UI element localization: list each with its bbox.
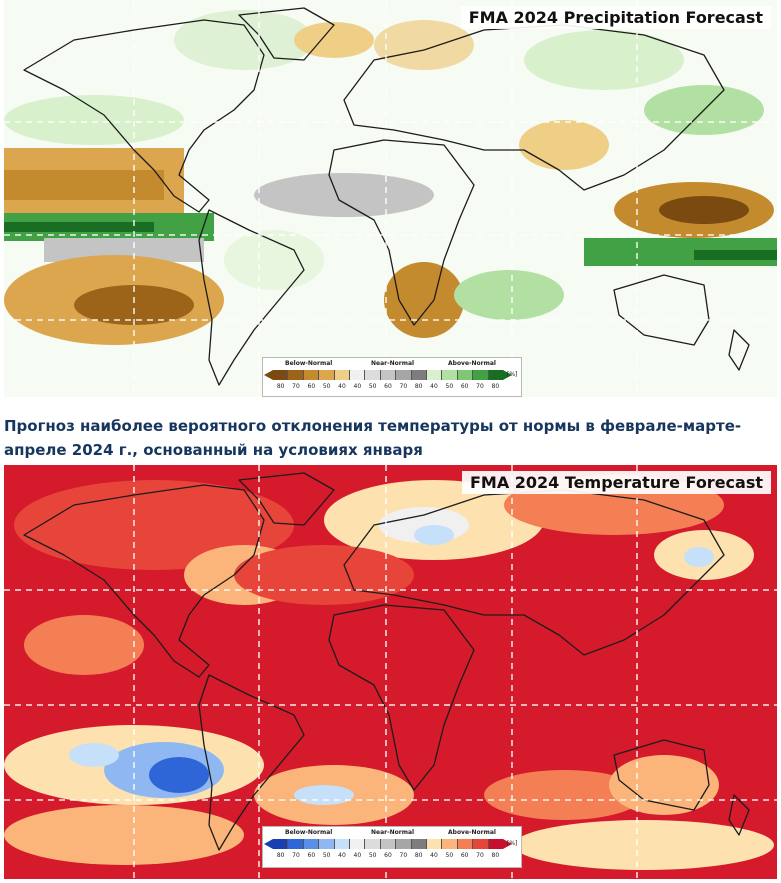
legend-color-swatch <box>350 839 366 849</box>
legend-color-swatch <box>303 370 320 380</box>
legend-tick-label: 70 <box>476 852 484 859</box>
legend-tick-label: 50 <box>322 383 331 390</box>
legend-color-swatch <box>334 370 351 380</box>
temperature-anomaly-regions <box>4 465 777 879</box>
legend-tick-label: 80 <box>414 852 423 859</box>
legend-color-swatch <box>411 370 428 380</box>
legend-tick-label: 50 <box>368 383 377 390</box>
legend-color-swatch <box>411 839 428 849</box>
legend-color-bar <box>273 370 504 380</box>
legend-right-arrow <box>503 370 512 380</box>
legend-above-normal-label: Above-Normal <box>448 360 496 367</box>
legend-tick-label: 40 <box>338 383 346 390</box>
legend-tick-labels: 80 70 60 50 40 40 50 60 70 80 40 50 60 70 80 <box>273 383 513 391</box>
legend-color-swatch <box>457 370 474 380</box>
legend-tick-label: 80 <box>276 852 285 859</box>
legend-tick-label: 80 <box>491 383 500 390</box>
legend-tick-label: 80 <box>414 383 423 390</box>
legend-color-swatch <box>288 370 304 380</box>
legend-near-normal-label: Near-Normal <box>371 360 415 367</box>
legend-color-swatch <box>273 839 289 849</box>
legend-color-swatch <box>396 839 412 849</box>
precipitation-forecast-map: FMA 2024 Precipitation Forecast <box>4 0 777 397</box>
legend-tick-label: 40 <box>353 383 362 390</box>
legend-color-swatch <box>442 839 458 849</box>
legend-tick-label: 80 <box>491 852 500 859</box>
legend-tick-label: 40 <box>430 852 438 859</box>
legend-color-swatch <box>427 370 443 380</box>
legend-color-swatch <box>442 370 458 380</box>
legend-tick-label: 60 <box>460 383 469 390</box>
legend-color-swatch <box>273 370 289 380</box>
legend-color-swatch <box>319 839 335 849</box>
legend-color-swatch <box>488 839 504 849</box>
legend-color-swatch <box>334 839 351 849</box>
legend-tick-labels: 80 70 60 50 40 40 50 60 70 80 40 50 60 70 80 <box>273 852 513 860</box>
precipitation-legend: Below-Normal Near-Normal Above-Normal 80… <box>262 357 522 397</box>
lat-lon-grid <box>4 465 777 879</box>
legend-below-normal-label: Below-Normal <box>285 829 333 836</box>
legend-tick-label: 40 <box>430 383 438 390</box>
legend-tick-label: 40 <box>353 852 362 859</box>
continent-outlines <box>23 472 750 851</box>
legend-color-swatch <box>473 839 489 849</box>
legend-unit: [%] <box>507 840 518 847</box>
temperature-map-title: FMA 2024 Temperature Forecast <box>461 471 771 494</box>
legend-color-bar <box>273 839 504 849</box>
legend-color-swatch <box>380 839 397 849</box>
legend-color-swatch <box>365 839 381 849</box>
temperature-forecast-map: FMA 2024 Temperature Forecast <box>4 465 777 879</box>
legend-tick-label: 70 <box>476 383 484 390</box>
legend-right-arrow <box>503 839 512 849</box>
forecast-caption: Прогноз наиболее вероятного отклонения т… <box>4 417 742 459</box>
legend-color-swatch <box>350 370 366 380</box>
legend-above-normal-label: Above-Normal <box>448 829 496 836</box>
legend-near-normal-label: Near-Normal <box>371 829 415 836</box>
legend-unit: [%] <box>507 371 518 378</box>
legend-tick-label: 50 <box>445 852 454 859</box>
precipitation-anomaly-regions <box>4 0 777 397</box>
legend-tick-label: 60 <box>307 852 316 859</box>
legend-color-swatch <box>319 370 335 380</box>
legend-tick-label: 70 <box>292 383 300 390</box>
legend-color-swatch <box>473 370 489 380</box>
legend-color-swatch <box>288 839 304 849</box>
legend-tick-label: 80 <box>276 383 285 390</box>
legend-tick-label: 60 <box>384 383 392 390</box>
legend-tick-label: 50 <box>445 383 454 390</box>
legend-tick-label: 70 <box>292 852 300 859</box>
continent-outlines <box>23 7 750 386</box>
precipitation-map-graphic <box>4 0 777 397</box>
legend-tick-label: 60 <box>307 383 316 390</box>
legend-tick-label: 60 <box>384 852 392 859</box>
legend-tick-label: 50 <box>322 852 331 859</box>
legend-color-swatch <box>380 370 397 380</box>
legend-tick-label: 60 <box>460 852 469 859</box>
legend-color-swatch <box>396 370 412 380</box>
legend-tick-label: 40 <box>338 852 346 859</box>
lat-lon-grid <box>4 0 777 397</box>
legend-color-swatch <box>457 839 474 849</box>
temperature-map-graphic <box>4 465 777 879</box>
legend-tick-label: 50 <box>368 852 377 859</box>
legend-left-arrow <box>264 839 273 849</box>
legend-left-arrow <box>264 370 273 380</box>
legend-tick-label: 70 <box>399 383 408 390</box>
temperature-legend: Below-Normal Near-Normal Above-Normal 80… <box>262 826 522 868</box>
legend-color-swatch <box>303 839 320 849</box>
legend-tick-label: 70 <box>399 852 408 859</box>
legend-color-swatch <box>427 839 443 849</box>
legend-color-swatch <box>365 370 381 380</box>
legend-below-normal-label: Below-Normal <box>285 360 333 367</box>
precipitation-map-title: FMA 2024 Precipitation Forecast <box>460 6 771 29</box>
legend-color-swatch <box>488 370 504 380</box>
